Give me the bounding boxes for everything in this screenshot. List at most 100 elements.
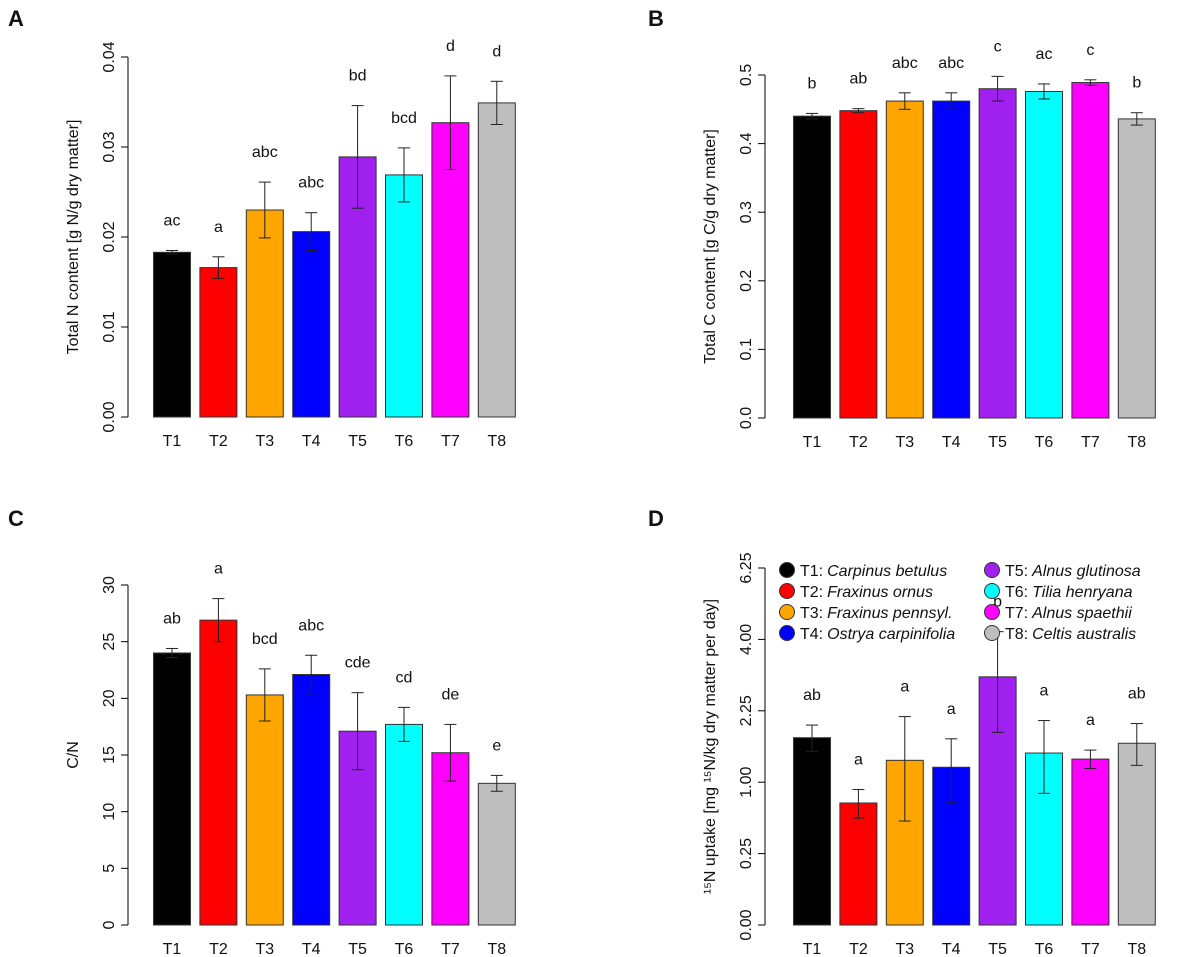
bar <box>245 209 284 418</box>
x-tick-label: T4 <box>942 434 961 451</box>
error-bar <box>1038 83 1050 100</box>
annotation: e <box>492 737 501 754</box>
legend-key: T5: <box>1005 563 1028 580</box>
annotation: b <box>993 594 1002 611</box>
x-tick-label: T4 <box>302 941 321 957</box>
annotation: a <box>214 219 223 236</box>
y-tick-label: 5 <box>101 864 118 873</box>
error-bar <box>166 250 178 255</box>
legend-swatch <box>984 604 1000 620</box>
y-tick-label: 0.00 <box>101 401 118 432</box>
x-tick-label: T6 <box>1035 434 1054 451</box>
legend-label: T7: Alnus spaethii <box>1005 605 1132 622</box>
error-bar <box>852 789 865 819</box>
legend-key: T2: <box>800 584 823 601</box>
legend-label: T6: Tilia henryana <box>1005 584 1133 601</box>
bar <box>153 652 191 926</box>
annotation: ab <box>803 687 821 704</box>
annotation: a <box>900 679 909 696</box>
error-bar <box>806 724 818 752</box>
y-tick-label: 0.4 <box>738 132 755 154</box>
error-bar <box>898 716 911 822</box>
error-bar <box>898 92 911 110</box>
legend-label: T8: Celtis australis <box>1005 626 1136 643</box>
y-tick-label: 0 <box>101 920 118 929</box>
annotation: a <box>214 561 223 578</box>
legend-name: Fraxinus pennsyl. <box>827 605 952 622</box>
bar <box>1071 82 1110 419</box>
x-tick-label: T1 <box>163 941 182 957</box>
y-axis-title: Total N content [g N/g dry matter] <box>65 120 82 355</box>
error-bar <box>852 108 865 114</box>
x-tick-label: T2 <box>849 434 868 451</box>
panel-label: C <box>8 506 24 531</box>
annotation: bcd <box>391 110 417 127</box>
legend-name: Carpinus betulus <box>827 563 947 580</box>
legend-key: T1: <box>800 563 823 580</box>
y-tick-label: 0.01 <box>101 311 118 342</box>
bar <box>199 267 238 418</box>
error-bar <box>212 598 225 643</box>
legend-key: T3: <box>800 605 823 622</box>
annotation: abc <box>252 144 278 161</box>
error-bar <box>1130 112 1143 126</box>
annotation: bd <box>349 68 367 85</box>
x-tick-label: T3 <box>255 433 274 450</box>
legend-swatch <box>779 625 795 641</box>
bar <box>199 619 238 926</box>
error-bar <box>258 668 271 722</box>
legend-name: Celtis australis <box>1032 626 1136 643</box>
legend-label: T4: Ostrya carpinifolia <box>800 626 955 643</box>
legend-label: T5: Alnus glutinosa <box>1005 563 1141 580</box>
bar <box>385 723 423 926</box>
annotation: abc <box>298 617 324 634</box>
annotation: cde <box>345 655 371 672</box>
y-tick-label: 25 <box>101 633 118 651</box>
legend-name: Ostrya carpinifolia <box>827 626 955 643</box>
x-tick-label: T3 <box>895 941 914 957</box>
y-tick-label: 4.00 <box>738 624 755 655</box>
bar <box>477 782 516 926</box>
y-tick-label: 30 <box>101 576 118 594</box>
y-axis-title: Total C content [g C/g dry matter] <box>702 129 719 364</box>
annotation: a <box>947 701 956 718</box>
x-tick-label: T2 <box>209 941 228 957</box>
error-bar <box>1084 79 1097 86</box>
x-tick-label: T5 <box>348 433 367 450</box>
y-tick-label: 2.25 <box>738 695 755 726</box>
legend-swatch <box>779 562 795 578</box>
bar <box>1117 118 1156 419</box>
error-bar <box>490 774 503 792</box>
x-tick-label: T7 <box>1081 434 1100 451</box>
x-tick-label: T7 <box>1081 941 1100 957</box>
annotation: ab <box>163 610 181 627</box>
legend-label: T1: Carpinus betulus <box>800 563 947 580</box>
error-bar <box>351 105 364 209</box>
y-tick-label: 0.3 <box>738 201 755 223</box>
y-tick-label: 20 <box>101 689 118 707</box>
bar <box>978 88 1017 419</box>
x-tick-label: T5 <box>348 941 367 957</box>
x-tick-label: T3 <box>255 941 274 957</box>
annotation: bcd <box>252 631 278 648</box>
annotation: abc <box>298 175 324 192</box>
legend-name: Fraxinus ornus <box>827 584 933 601</box>
error-bar <box>166 647 178 659</box>
annotation: c <box>1086 42 1094 59</box>
bar <box>245 694 284 926</box>
bar <box>477 102 516 418</box>
annotation: cd <box>396 669 413 686</box>
bar <box>793 737 831 926</box>
x-tick-label: T2 <box>209 433 228 450</box>
y-tick-label: 0.04 <box>101 41 118 72</box>
panel-label: B <box>648 6 664 31</box>
x-tick-label: T6 <box>395 941 414 957</box>
error-bar <box>351 692 364 771</box>
annotation: a <box>1040 683 1049 700</box>
x-tick-label: T2 <box>849 941 868 957</box>
bar <box>793 115 831 419</box>
x-tick-label: T4 <box>942 941 961 957</box>
y-tick-label: 0.2 <box>738 270 755 292</box>
legend-name: Tilia henryana <box>1032 584 1132 601</box>
bar <box>292 231 331 418</box>
